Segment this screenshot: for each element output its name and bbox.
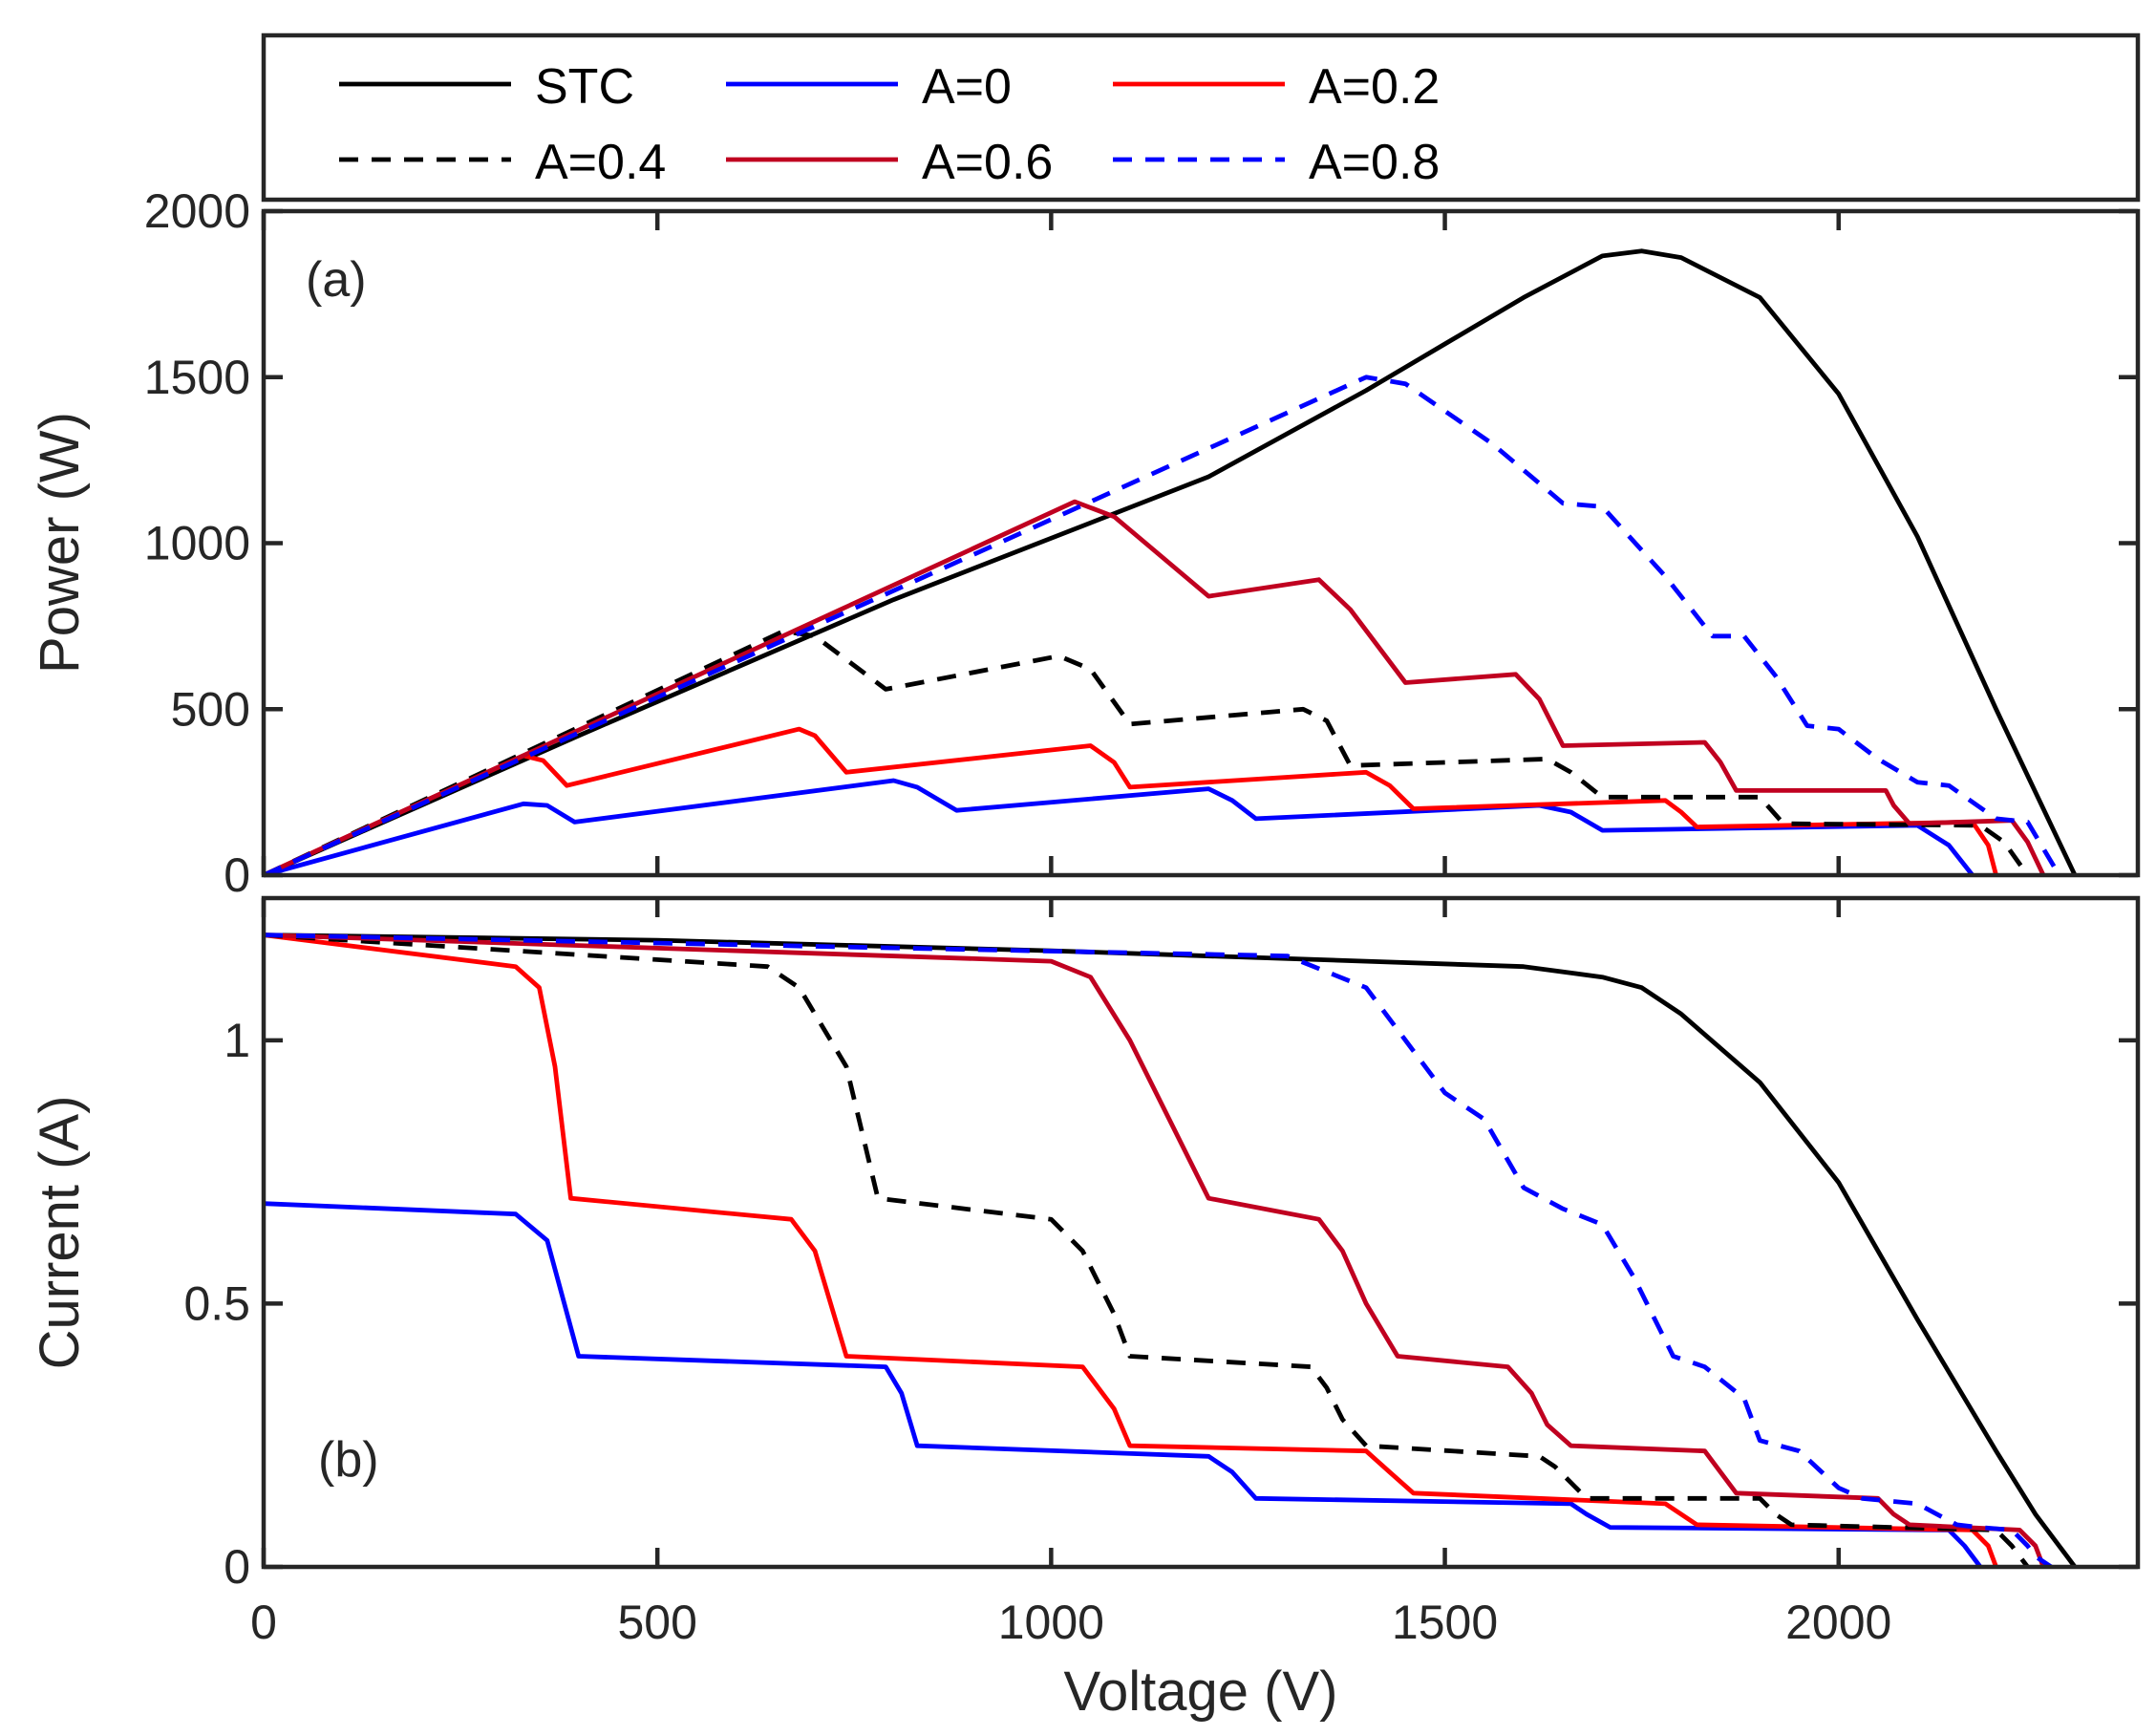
power-y-axis-title: Power (W) [29,412,91,674]
current-axes-frame [261,895,2141,1570]
current-y-tick-label: 1 [224,1014,250,1067]
current-series-a-0-2 [263,932,1998,1568]
x-tick-label: 1000 [998,1596,1104,1649]
power-y-tick-label: 0 [224,848,250,902]
x-tick-label: 0 [250,1596,277,1649]
power-plot-area [262,248,2078,878]
current-series-a-0 [263,1201,1983,1569]
legend-label-a08: A=0.8 [1309,135,1440,190]
current-series-a-0-8 [263,932,2053,1569]
current-series-a-0-6 [263,932,2046,1568]
current-plot-area [263,932,2078,1569]
current-y-axis-title: Current (A) [29,1096,91,1370]
legend-box [261,32,2141,203]
power-series-stc [263,248,2078,878]
legend-label-stc: STC [535,59,634,115]
legend: STC A=0 A=0.2 A=0.4 A=0.6 A=0.8 [261,32,2141,203]
power-y-tick-label: 500 [171,682,250,736]
legend-label-a0: A=0 [922,59,1012,115]
panel-current: 0 500 1000 1500 2000 0 0.5 1 (b) Current (A) Vo… [29,895,2141,1723]
power-y-tick-label: 2000 [144,184,250,238]
legend-label-a02: A=0.2 [1309,59,1440,115]
legend-entry-stc: STC [339,59,634,115]
power-series-a-0-8 [263,375,2061,878]
panel-power: 0 500 1000 1500 2000 (a) Power (W) [29,184,2141,902]
legend-entry-a06: A=0.6 [726,135,1053,190]
current-ticks: 0 500 1000 1500 2000 0 0.5 1 [183,898,2138,1649]
x-tick-label: 1500 [1392,1596,1498,1649]
power-panel-label: (a) [306,252,367,308]
current-panel-label: (b) [318,1432,379,1488]
power-series-a-0-6 [262,499,2046,878]
legend-entry-a02: A=0.2 [1113,59,1440,115]
x-tick-label: 2000 [1785,1596,1891,1649]
power-ticks: 0 500 1000 1500 2000 [144,184,2138,902]
current-series-a-0-4 [263,932,2030,1569]
current-y-tick-label: 0 [224,1540,250,1594]
legend-entry-a08: A=0.8 [1113,135,1440,190]
power-axes-frame [261,208,2141,878]
power-y-tick-label: 1500 [144,351,250,404]
power-y-tick-label: 1000 [144,517,250,570]
x-tick-label: 500 [617,1596,696,1649]
legend-entry-a0: A=0 [726,59,1012,115]
current-y-tick-label: 0.5 [183,1276,250,1330]
legend-label-a04: A=0.4 [535,135,666,190]
legend-label-a06: A=0.6 [922,135,1053,190]
power-series-a-0-2 [262,726,1998,878]
current-series-stc [263,932,2078,1569]
legend-entry-a04: A=0.4 [339,135,666,190]
x-axis-title: Voltage (V) [1064,1661,1338,1723]
